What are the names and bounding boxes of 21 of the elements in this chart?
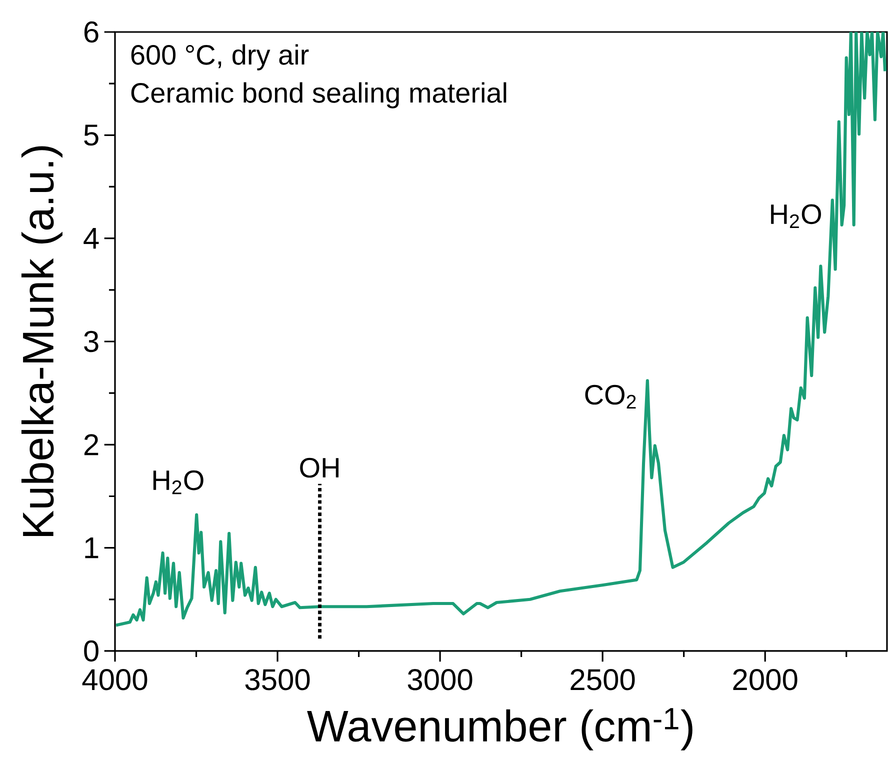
- x-tick-label: 4000: [82, 669, 148, 690]
- annotation: H$_{2}$O: [153, 470, 204, 494]
- y-axis-title: Kubelka-Munk (a.u.): [21, 146, 62, 536]
- x-tick-label: 2500: [570, 669, 635, 690]
- annotation: 600 °C, dry air: [131, 44, 309, 70]
- y-tick-label: 3: [84, 330, 98, 352]
- annotation: Ceramic bond sealing material: [131, 82, 506, 108]
- y-tick-label: 2: [84, 434, 98, 456]
- x-tick-label: 2000: [733, 669, 798, 690]
- x-tick-label: 3000: [408, 669, 472, 690]
- y-tick-label: 4: [84, 228, 99, 249]
- annotation: CO$_{2}$: [585, 384, 636, 409]
- y-tick-label: 0: [84, 640, 98, 662]
- y-tick-label: 1: [85, 538, 98, 558]
- ref-line-label: OH: [300, 458, 339, 478]
- x-axis-title: Wavenumber (cm$^{-1}$): [307, 708, 692, 750]
- annotation: H$_{2}$O: [771, 204, 821, 228]
- line-series: [114, 32, 887, 627]
- y-tick-label: 5: [84, 124, 98, 146]
- y-tick-label: 6: [84, 21, 98, 43]
- x-tick-label: 3500: [245, 669, 310, 690]
